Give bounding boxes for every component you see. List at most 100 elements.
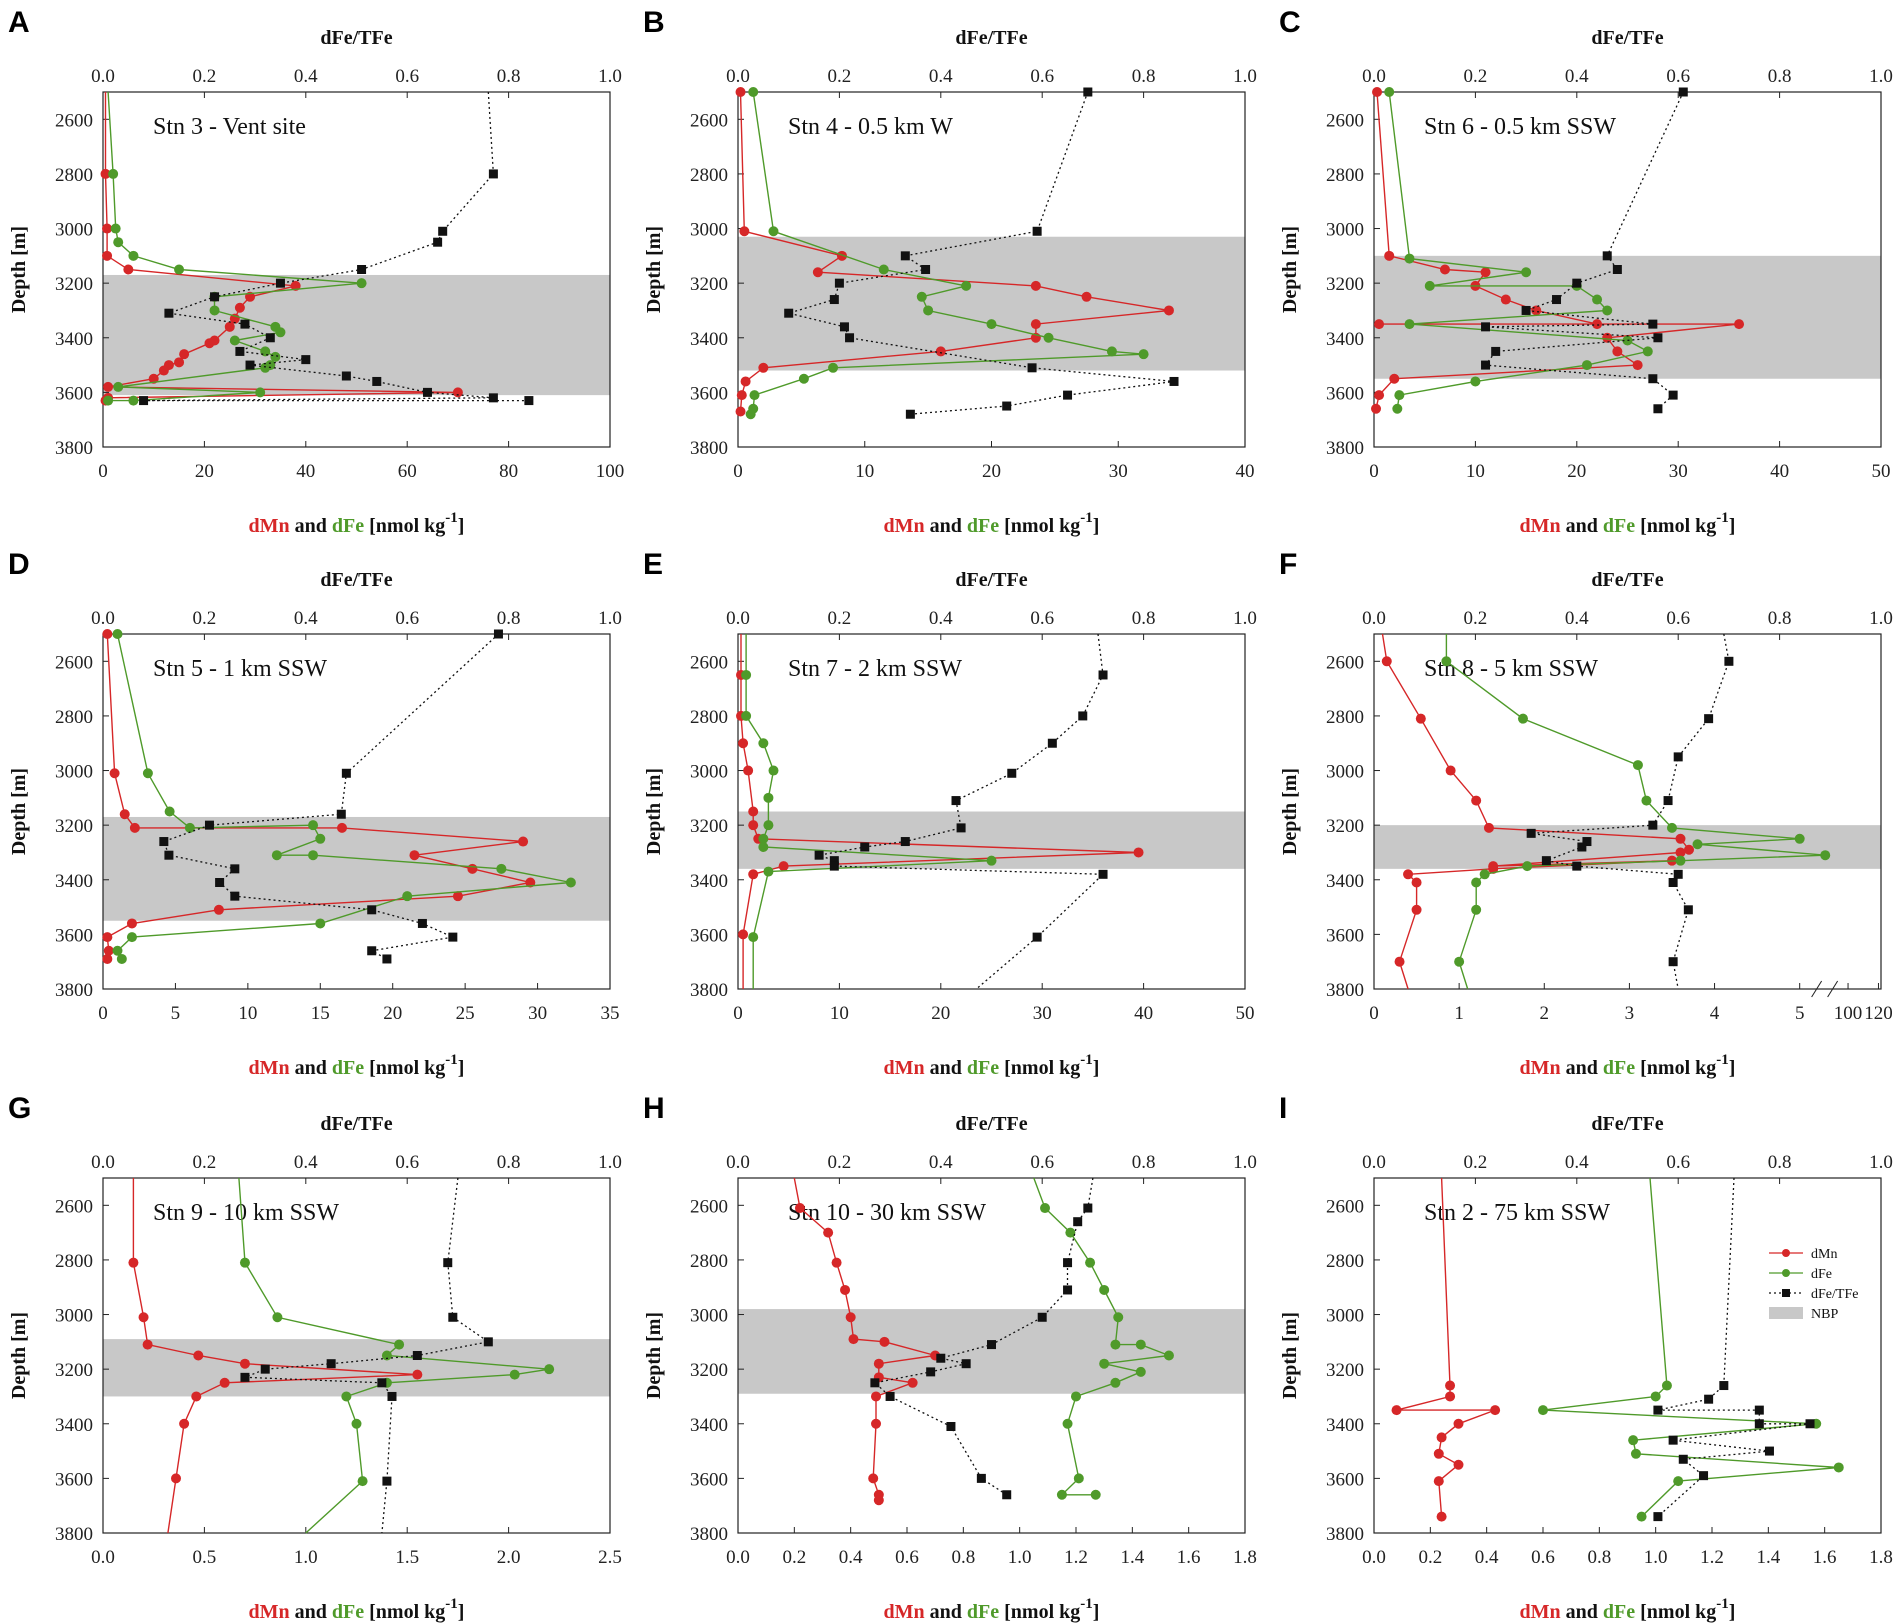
series-dfe-point bbox=[741, 669, 752, 680]
series-dmn-point bbox=[409, 850, 420, 861]
bottom-tick-label: 0.0 bbox=[1362, 1547, 1386, 1568]
station-title: Stn 3 - Vent site bbox=[153, 114, 306, 140]
series-dfe-tfe-line bbox=[1531, 633, 1730, 990]
series-dfe-point bbox=[878, 264, 889, 275]
bottom-tick-label: 100 bbox=[596, 461, 625, 482]
depth-tick-label: 3200 bbox=[690, 274, 728, 295]
bottom-tick-label: 30 bbox=[528, 1003, 547, 1024]
depth-tick-label: 2800 bbox=[690, 1251, 728, 1272]
plot-frame bbox=[102, 91, 611, 448]
series-dmn-point bbox=[1374, 390, 1385, 401]
series-dfe-point bbox=[768, 765, 779, 776]
series-dmn-point bbox=[224, 321, 235, 332]
label-dfe: dFe bbox=[332, 1601, 364, 1623]
series-dfe-point bbox=[1135, 1366, 1146, 1377]
series-dfe-tfe-point bbox=[301, 355, 311, 365]
series-dfe-tfe-point bbox=[1668, 390, 1678, 400]
series-dfe-point bbox=[255, 387, 266, 398]
depth-tick-label: 2600 bbox=[690, 652, 728, 673]
label-unit: [nmol kg bbox=[999, 1601, 1080, 1623]
series-dfe-tfe-point bbox=[946, 1422, 956, 1431]
series-dfe-tfe-point bbox=[1719, 1381, 1729, 1391]
label-exp: -1 bbox=[1080, 1596, 1093, 1612]
top-axis-title: dFe/TFe bbox=[955, 27, 1027, 49]
series-dfe-point bbox=[763, 820, 774, 831]
series-dfe-tfe-point bbox=[265, 333, 275, 343]
series-dfe-point bbox=[110, 223, 121, 234]
series-dfe-tfe-point bbox=[1098, 670, 1108, 680]
bottom-tick-label: 30 bbox=[1109, 461, 1128, 482]
bottom-tick-label: 1.6 bbox=[1813, 1547, 1837, 1568]
series-dfe-tfe-point bbox=[372, 376, 382, 386]
legend-label-dFe: dFe bbox=[1811, 1267, 1832, 1282]
panel-letter: G bbox=[8, 1092, 31, 1125]
top-tick-label: 0.2 bbox=[1464, 66, 1488, 87]
series-dfe-point bbox=[128, 395, 139, 406]
top-tick-label: 0.2 bbox=[828, 608, 852, 629]
series-dfe-tfe-point bbox=[245, 360, 255, 370]
depth-tick-label: 3800 bbox=[1326, 980, 1364, 1001]
bottom-axis-title: dMn and dFe [nmol kg-1] bbox=[249, 1052, 465, 1079]
label-dmn: dMn bbox=[884, 1601, 925, 1623]
depth-tick-label: 2800 bbox=[690, 707, 728, 728]
top-tick-label: 0.4 bbox=[1565, 66, 1589, 87]
series-dfe-tfe-point bbox=[1073, 1217, 1083, 1227]
bottom-tick-label: 100 bbox=[1834, 1003, 1863, 1024]
nbp-band bbox=[103, 816, 610, 921]
series-dfe-point bbox=[1673, 1476, 1684, 1487]
top-tick-label: 0.4 bbox=[929, 1152, 953, 1173]
series-dfe-point bbox=[1581, 360, 1592, 371]
series-dfe-point bbox=[174, 264, 185, 275]
series-dfe-tfe-line bbox=[1484, 91, 1684, 410]
series-dmn-point bbox=[840, 1284, 851, 1295]
series-dmn-point bbox=[1500, 294, 1511, 305]
station-title: Stn 5 - 1 km SSW bbox=[153, 656, 327, 682]
panel-letter: A bbox=[8, 6, 30, 39]
series-dfe-tfe-point bbox=[1572, 861, 1582, 871]
label-unit: [nmol kg bbox=[1635, 1601, 1716, 1623]
depth-tick-label: 3800 bbox=[690, 1524, 728, 1545]
series-dmn-point bbox=[1381, 656, 1392, 667]
series-dmn-point bbox=[109, 768, 120, 779]
series-dmn-point bbox=[467, 863, 478, 874]
depth-tick-label: 3400 bbox=[55, 871, 93, 892]
series-dmn-point bbox=[193, 1350, 204, 1361]
label-dfe: dFe bbox=[332, 515, 364, 537]
bottom-axis-title: dMn and dFe [nmol kg-1] bbox=[1520, 510, 1736, 537]
label-and: and bbox=[925, 1601, 967, 1623]
plot-frame bbox=[737, 633, 1246, 990]
top-tick-label: 0.2 bbox=[193, 608, 217, 629]
bottom-tick-label: 1.6 bbox=[1177, 1547, 1201, 1568]
top-tick-label: 1.0 bbox=[598, 608, 622, 629]
legend-nbp-swatch bbox=[1769, 1307, 1803, 1319]
series-dfe-tfe-point bbox=[1648, 820, 1658, 830]
series-dfe-tfe-point bbox=[417, 918, 427, 928]
series-dmn-point bbox=[740, 376, 751, 387]
series-dmn-point bbox=[1372, 87, 1383, 97]
bottom-tick-label: 3 bbox=[1625, 1003, 1635, 1024]
bottom-tick-label: 80 bbox=[499, 461, 518, 482]
top-tick-label: 0.2 bbox=[193, 66, 217, 87]
series-dfe-tfe-point bbox=[1653, 1512, 1663, 1522]
series-dfe-point bbox=[112, 629, 123, 639]
bottom-tick-label: 1.2 bbox=[1700, 1547, 1724, 1568]
series-dfe-tfe-point bbox=[139, 396, 149, 406]
series-dmn-point bbox=[871, 1418, 882, 1429]
top-tick-label: 0.0 bbox=[91, 66, 115, 87]
series-dmn-point bbox=[1612, 346, 1623, 357]
series-dmn-point bbox=[1433, 1476, 1444, 1487]
top-tick-label: 1.0 bbox=[1869, 1152, 1893, 1173]
series-dfe-tfe-point bbox=[956, 823, 966, 833]
series-dfe-tfe-point bbox=[900, 837, 910, 847]
depth-tick-label: 2800 bbox=[690, 165, 728, 186]
series-dfe-tfe-point bbox=[1754, 1419, 1764, 1429]
series-dfe-tfe-point bbox=[488, 393, 498, 403]
depth-tick-label: 2600 bbox=[55, 110, 93, 131]
depth-tick-label: 3400 bbox=[690, 1415, 728, 1436]
label-unit: [nmol kg bbox=[364, 1057, 445, 1079]
series-dfe-point bbox=[986, 319, 997, 330]
series-dmn-point bbox=[123, 264, 134, 275]
y-axis-title: Depth [m] bbox=[643, 226, 665, 313]
label-exp: -1 bbox=[1080, 1052, 1093, 1068]
series-dfe-point bbox=[916, 291, 927, 302]
